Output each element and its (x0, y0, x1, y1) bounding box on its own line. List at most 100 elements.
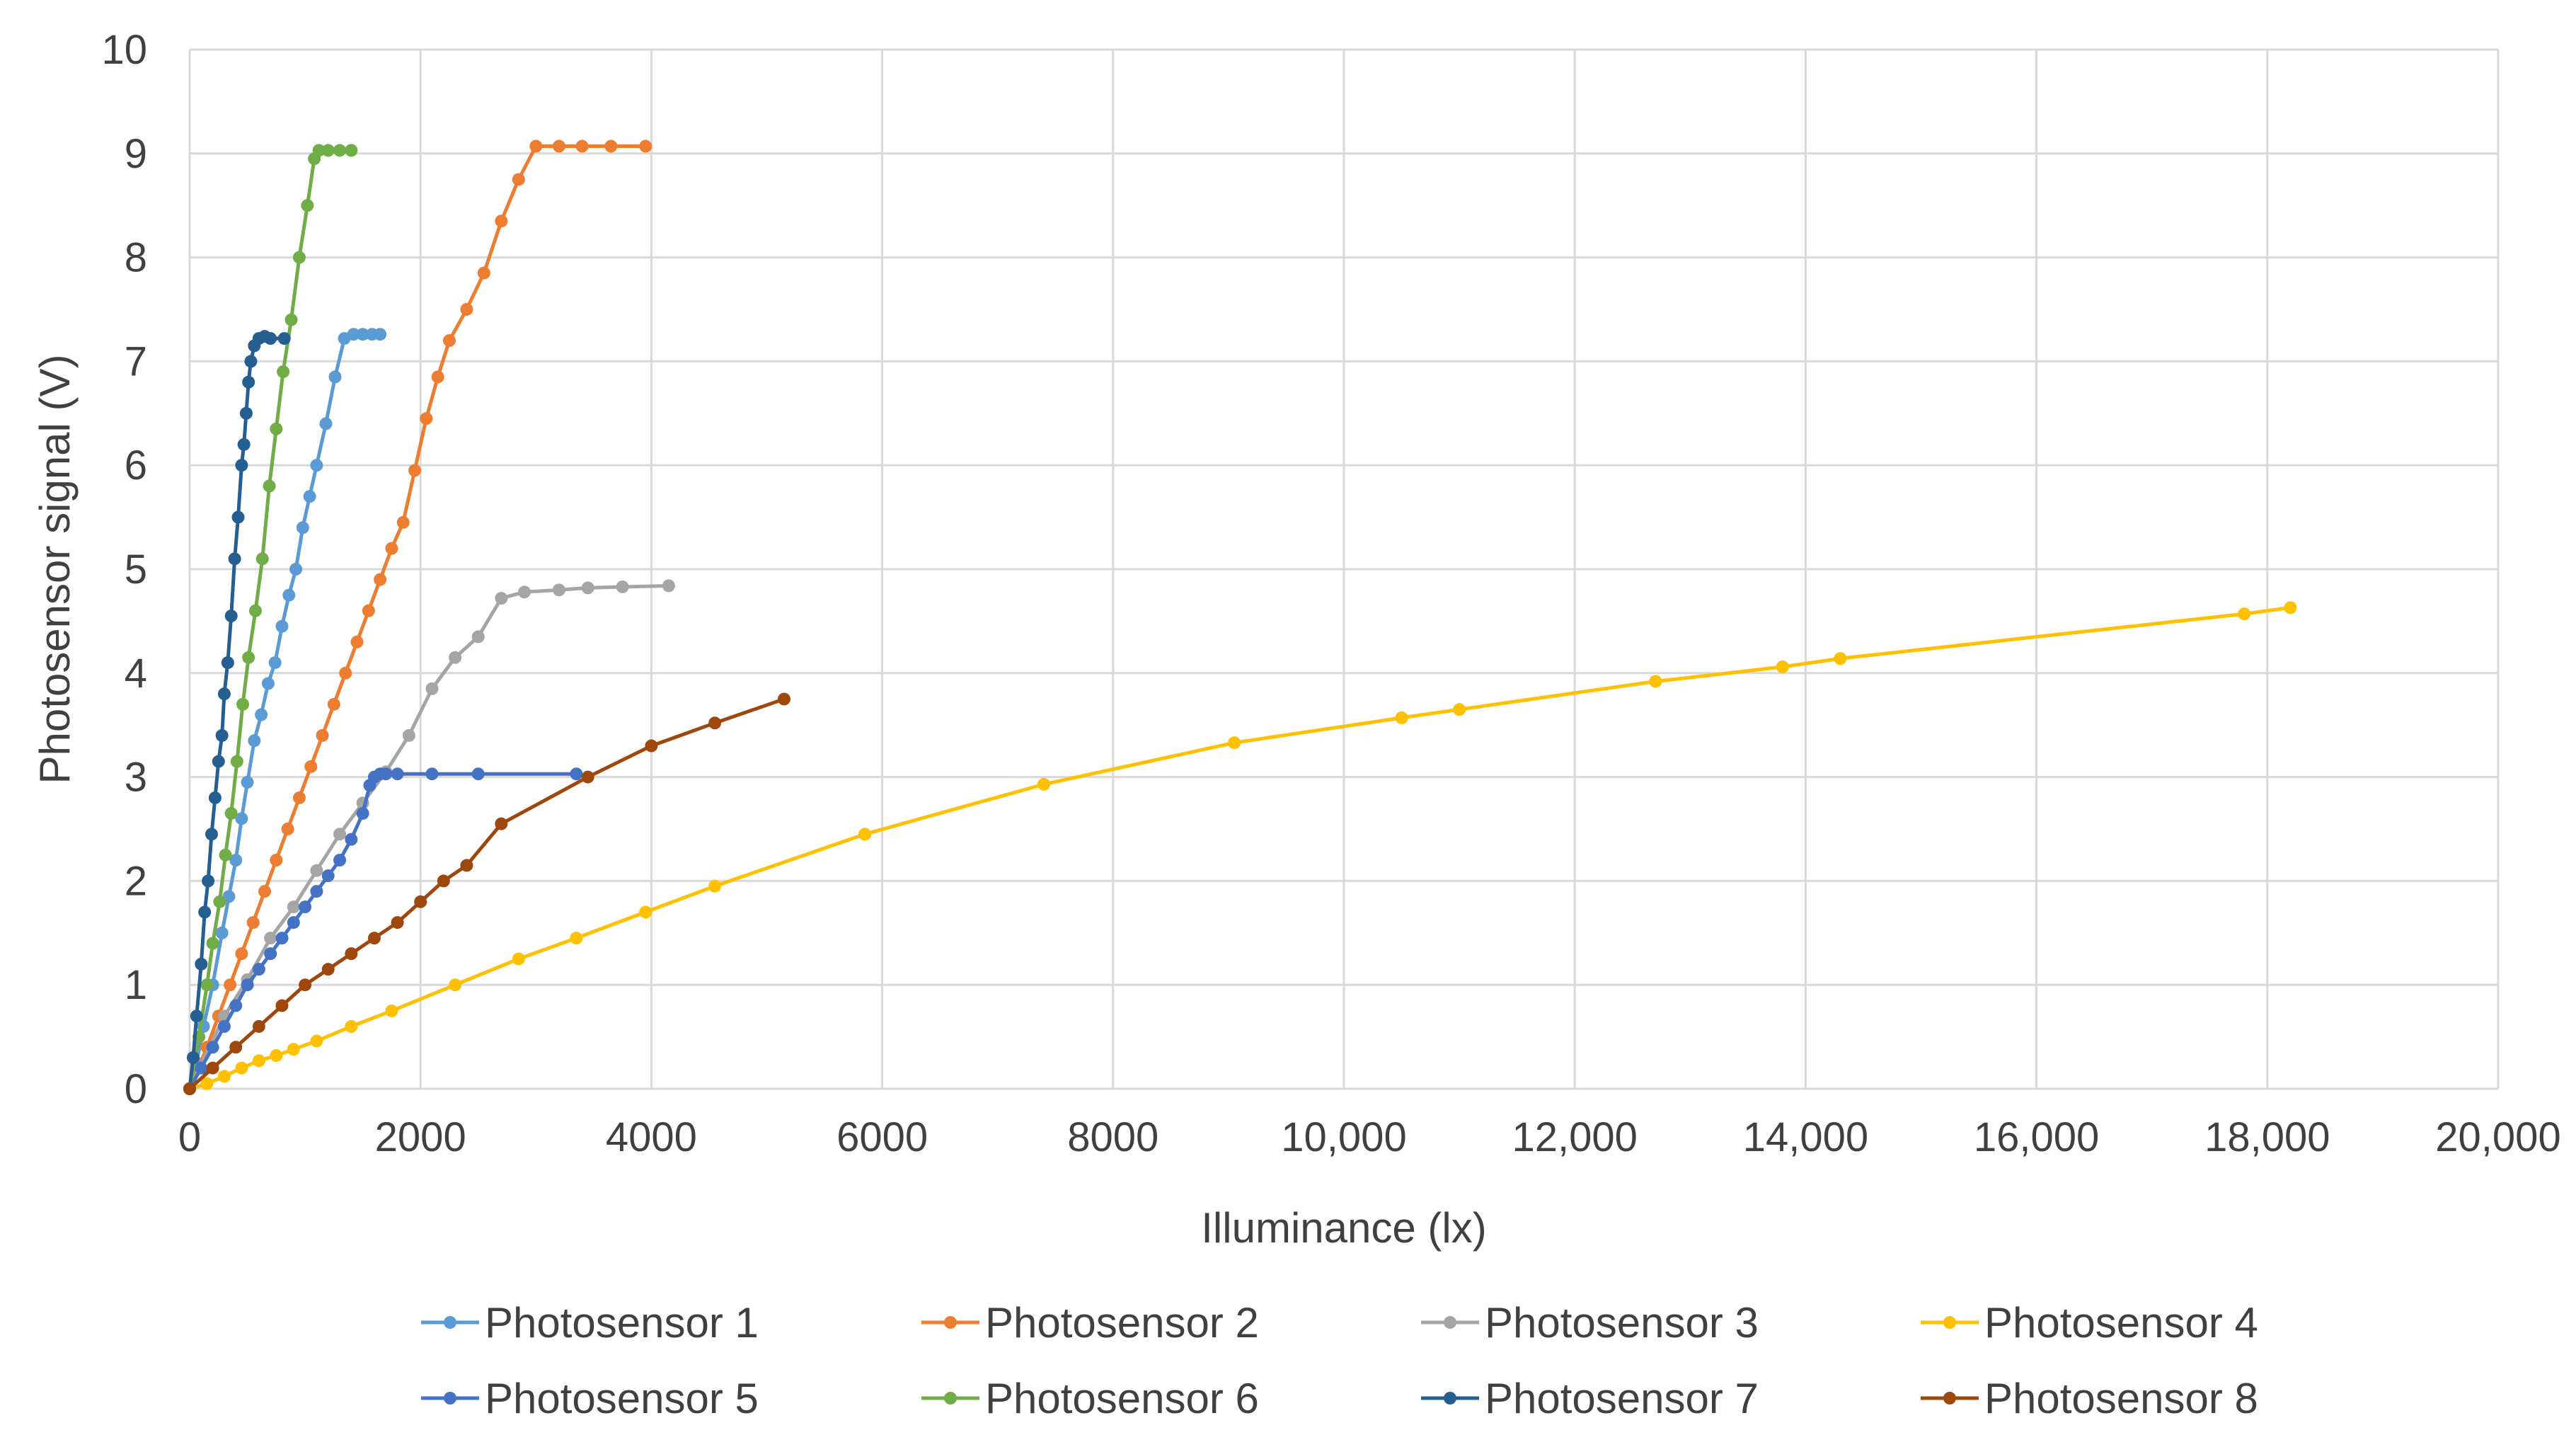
legend-label: Photosensor 6 (985, 1375, 1259, 1422)
data-point (449, 978, 462, 992)
data-point (495, 592, 508, 605)
data-point (205, 828, 218, 841)
series-photosensor-3 (183, 579, 675, 1095)
x-tick-label: 18,000 (2204, 1114, 2330, 1160)
y-tick-label: 7 (125, 338, 147, 384)
data-point (186, 1051, 200, 1064)
y-tick-label: 4 (125, 651, 147, 697)
data-point (275, 999, 289, 1012)
data-point (367, 932, 381, 945)
data-point (255, 708, 268, 721)
data-point (477, 266, 490, 280)
data-point (858, 828, 872, 841)
data-point (662, 579, 675, 593)
y-tick-label: 3 (125, 755, 147, 801)
data-point (212, 755, 225, 768)
data-point (581, 581, 594, 595)
data-point (235, 459, 248, 472)
data-point (1453, 703, 1466, 716)
data-point (206, 1061, 219, 1075)
data-point (241, 978, 254, 992)
data-point (321, 869, 335, 883)
data-point (437, 874, 450, 888)
data-point (258, 885, 272, 898)
legend-label: Photosensor 5 (485, 1375, 759, 1422)
data-point (200, 1077, 214, 1090)
data-point (604, 139, 618, 153)
data-point (217, 1019, 231, 1033)
x-tick-label: 16,000 (1974, 1114, 2099, 1160)
data-point (229, 1041, 243, 1054)
data-point (299, 900, 312, 914)
data-point (229, 999, 243, 1012)
data-point (420, 412, 433, 425)
data-point (222, 890, 236, 903)
legend-item: Photosensor 4 (1921, 1299, 2258, 1346)
y-tick-label: 5 (125, 547, 147, 593)
x-tick-label: 2000 (375, 1114, 466, 1160)
data-point (2284, 601, 2297, 614)
data-point (471, 630, 485, 644)
data-point (391, 767, 404, 781)
x-tick-label: 12,000 (1512, 1114, 1637, 1160)
legend-item: Photosensor 3 (1421, 1299, 1759, 1346)
data-point (221, 656, 234, 670)
data-point (321, 963, 335, 976)
data-point (252, 1054, 265, 1068)
data-point (289, 563, 303, 576)
data-point (264, 332, 277, 345)
series-line (189, 605, 2291, 1091)
data-point (304, 760, 318, 773)
x-axis-title: Illuminance (lx) (1201, 1204, 1486, 1252)
data-point (345, 947, 358, 961)
legend-swatch-marker (444, 1392, 456, 1405)
y-axis-title: Photosensor signal (V) (31, 355, 79, 784)
y-tick-label: 6 (125, 442, 147, 488)
data-point (517, 585, 531, 599)
data-point (213, 895, 226, 908)
data-point (242, 651, 255, 664)
data-point (217, 1070, 231, 1083)
legend-label: Photosensor 3 (1485, 1299, 1759, 1346)
data-point (362, 604, 375, 617)
data-point (224, 610, 238, 623)
data-point (645, 739, 658, 753)
data-point (200, 978, 214, 992)
data-point (1776, 660, 1789, 673)
data-point (552, 583, 565, 597)
data-point (425, 682, 439, 695)
x-tick-label: 8000 (1067, 1114, 1158, 1160)
data-point (431, 370, 444, 384)
data-point (270, 422, 283, 435)
series-line (188, 584, 669, 1090)
data-point (374, 573, 387, 586)
data-point (552, 139, 565, 153)
data-point (275, 619, 289, 633)
x-tick-label: 10,000 (1281, 1114, 1406, 1160)
data-point (270, 1049, 283, 1063)
legend-item: Photosensor 5 (421, 1375, 759, 1422)
data-point (321, 144, 335, 157)
series-layer (183, 139, 2297, 1095)
y-axis-tick-labels: 0 1 2 3 4 5 6 7 8 9 10 (101, 27, 147, 1112)
data-point (264, 947, 277, 961)
data-point (263, 479, 276, 493)
data-point (345, 1019, 358, 1033)
data-point (575, 139, 589, 153)
data-point (190, 1010, 203, 1023)
legend-item: Photosensor 8 (1921, 1375, 2258, 1422)
data-point (356, 328, 369, 341)
data-point (244, 355, 258, 368)
legend-swatch-marker (444, 1316, 456, 1329)
data-point (328, 370, 342, 384)
data-point (350, 635, 364, 648)
data-point (442, 334, 456, 348)
series-line (188, 332, 381, 1089)
data-point (206, 1041, 219, 1054)
legend-item: Photosensor 7 (1421, 1375, 1759, 1422)
data-point (414, 895, 427, 908)
data-point (1228, 736, 1241, 750)
data-point (208, 791, 222, 804)
legend-swatch-marker (1444, 1392, 1456, 1405)
y-tick-label: 10 (101, 27, 147, 73)
